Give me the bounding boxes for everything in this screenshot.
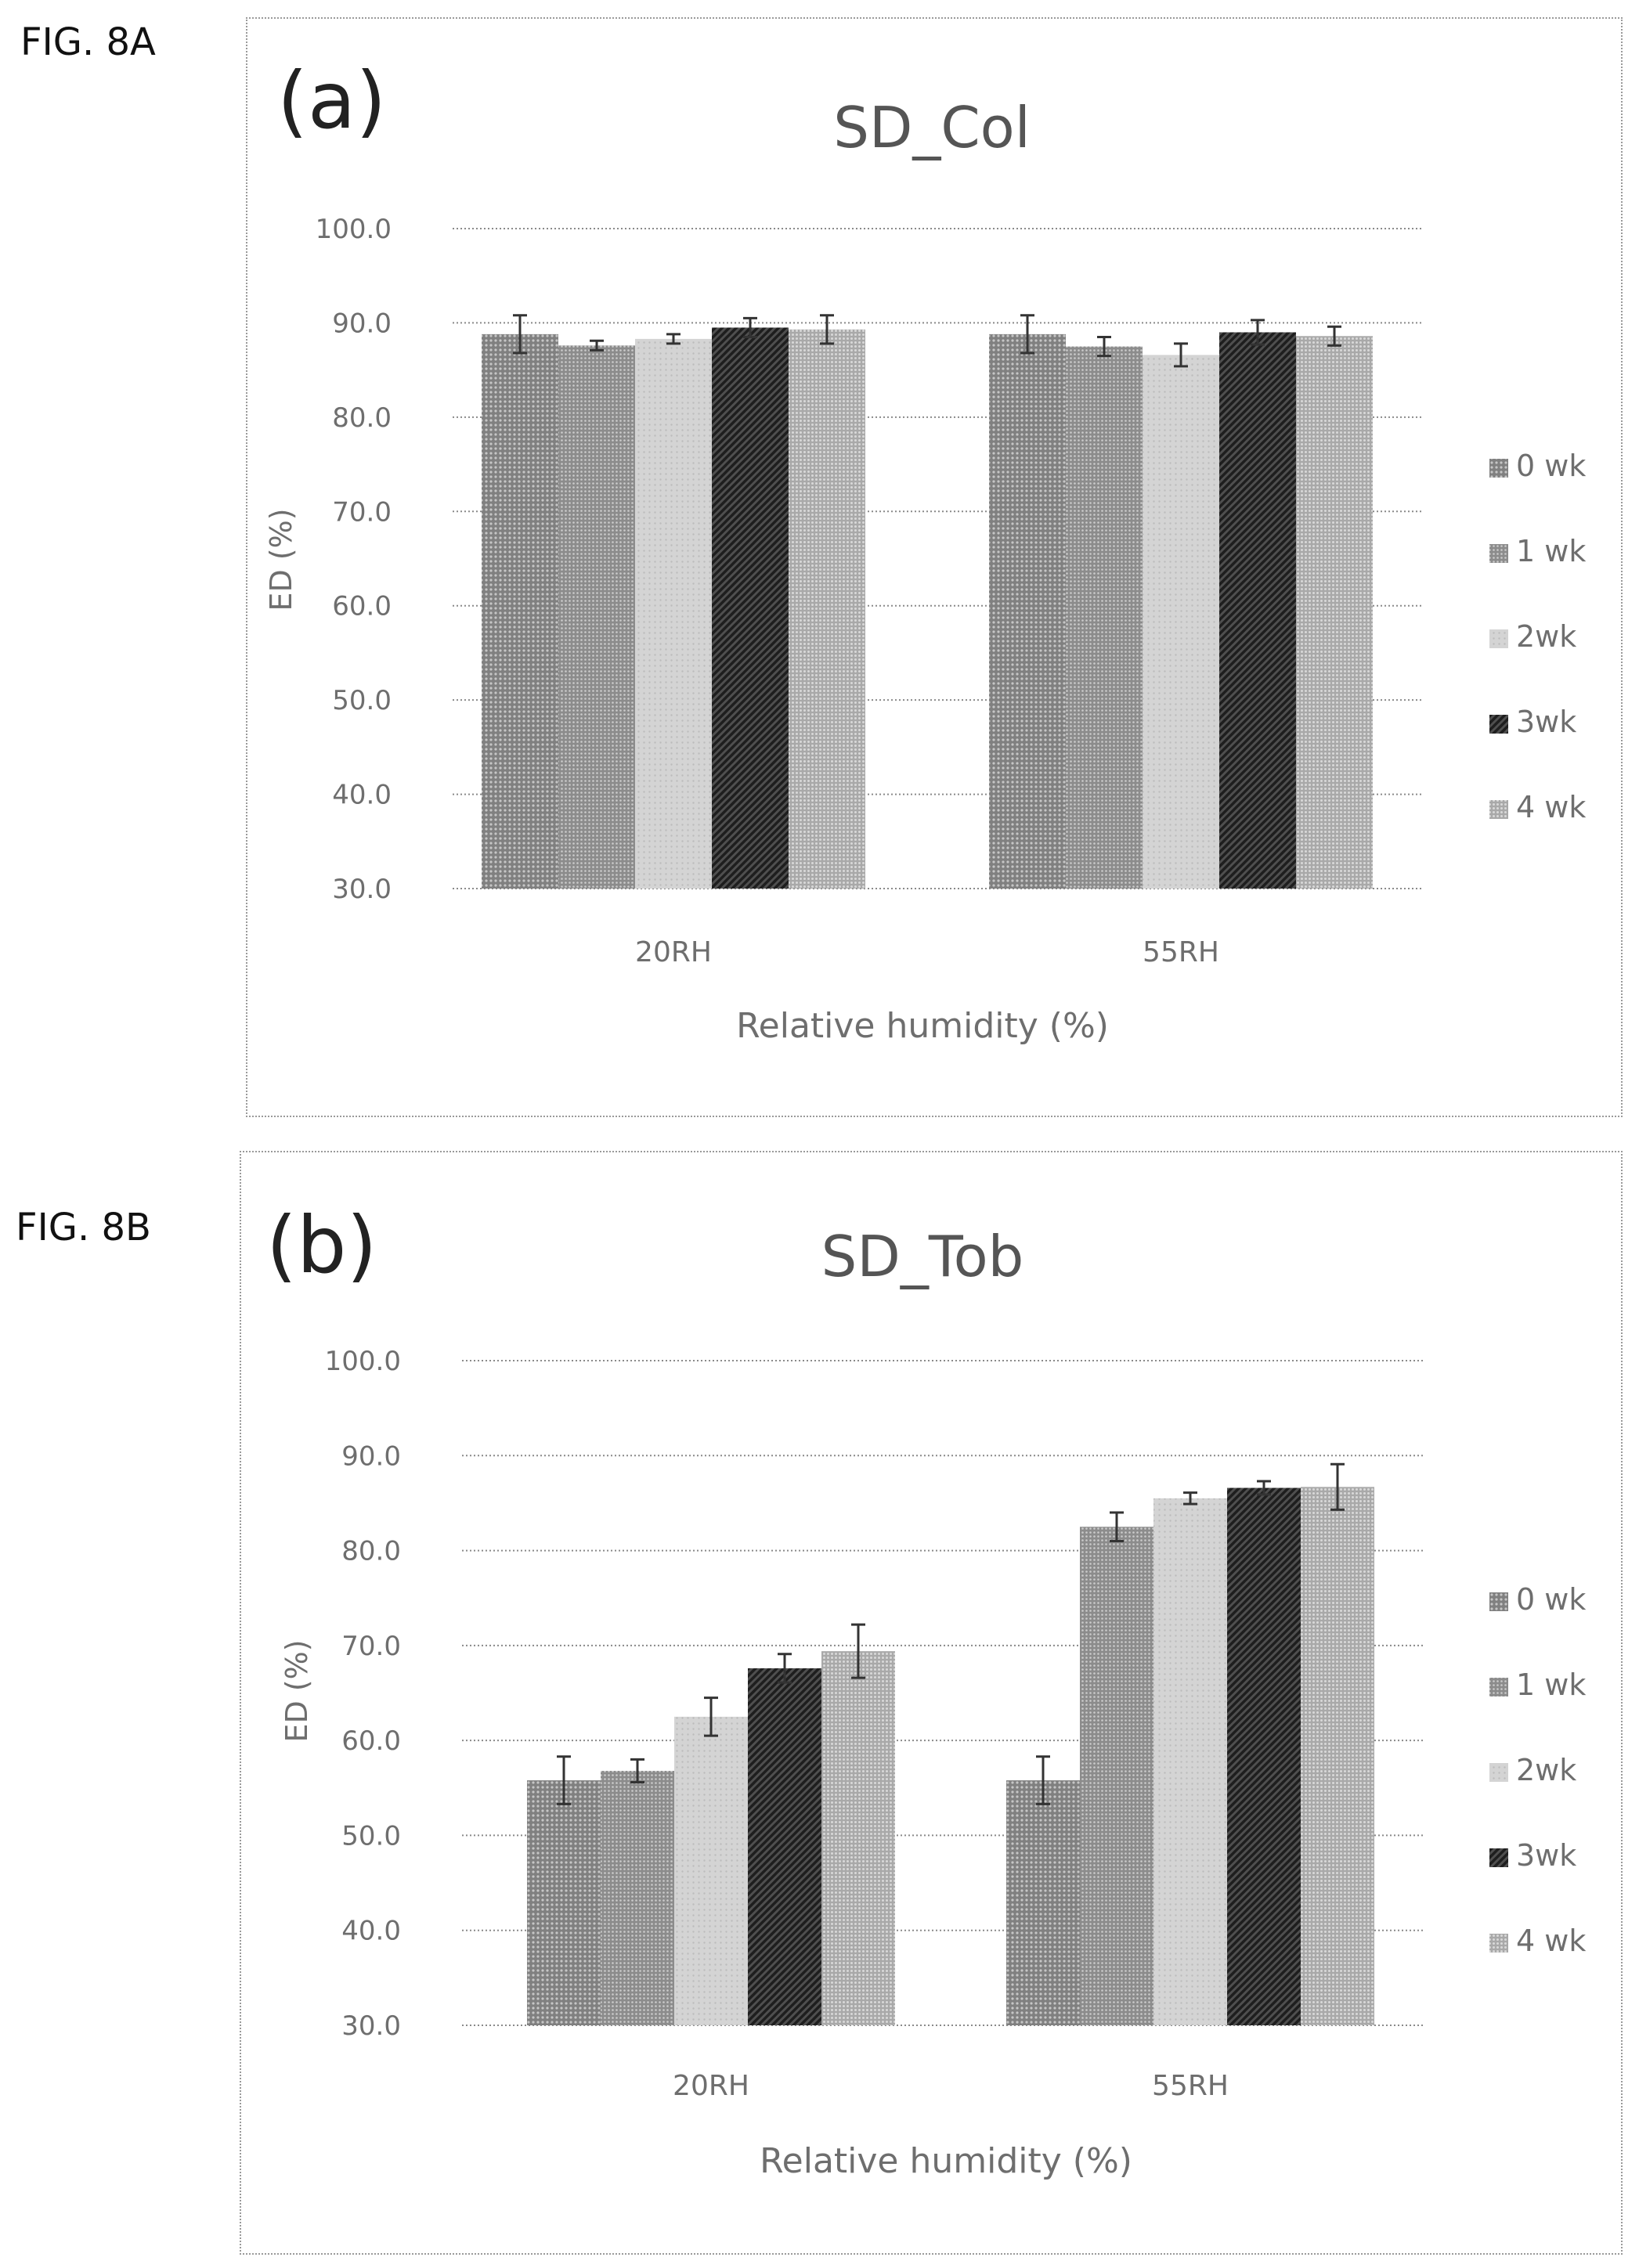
y-tick-label: 70.0 [341,1631,401,1662]
legend-swatch [1489,1934,1508,1952]
bar [989,334,1066,889]
y-tick-label: 90.0 [332,308,392,339]
x-category-label: 55RH [1152,2070,1229,2102]
x-category-label: 20RH [673,2070,749,2102]
bar [821,1651,895,2025]
y-tick-label: 40.0 [332,780,392,811]
bar [1066,346,1143,889]
legend-label: 1 wk [1516,1668,1586,1702]
legend-swatch [1489,1763,1508,1782]
y-tick-label: 100.0 [316,214,392,245]
bar [482,334,558,889]
legend-swatch [1489,1592,1508,1611]
chart-panel-b: (b) [240,1151,1623,2255]
legend-swatch [1489,629,1508,648]
panel-letter-b: (b) [266,1199,377,1291]
figure-label-8b: FIG. 8B [16,1206,151,1249]
y-tick-label: 60.0 [332,591,392,622]
bar [1006,1780,1080,2025]
x-category-label: 55RH [1143,936,1219,968]
figure-label-8a: FIG. 8A [20,20,156,64]
y-axis-label: ED (%) [280,1639,314,1742]
bar [789,329,865,889]
legend-swatch [1489,715,1508,734]
legend-swatch [1489,459,1508,478]
bar [1219,332,1296,889]
bar [1296,336,1373,889]
bar [674,1716,748,2025]
bar [601,1770,674,2025]
y-tick-label: 30.0 [332,874,392,905]
y-tick-label: 60.0 [341,1725,401,1757]
y-axis-label: ED (%) [264,508,298,611]
legend-label: 3wk [1516,1838,1576,1873]
y-tick-label: 30.0 [341,2010,401,2042]
y-tick-label: 50.0 [332,685,392,716]
legend-swatch [1489,544,1508,563]
bar [712,327,789,889]
y-tick-label: 40.0 [341,1916,401,1947]
y-tick-label: 70.0 [332,496,392,528]
legend-label: 2wk [1516,619,1576,654]
y-tick-label: 100.0 [325,1346,401,1377]
legend-label: 0 wk [1516,449,1586,483]
legend-swatch [1489,800,1508,819]
legend-swatch [1489,1678,1508,1696]
chart-panel-a: (a) [246,17,1623,1117]
bar [635,338,712,889]
y-tick-label: 90.0 [341,1440,401,1472]
bar [1301,1487,1374,2025]
legend-label: 2wk [1516,1753,1576,1787]
legend-label: 0 wk [1516,1582,1586,1617]
legend-label: 4 wk [1516,790,1586,824]
legend-label: 3wk [1516,705,1576,739]
chart-sd-col: SD_Col 30.0 40.0 50.0 60.0 70.0 80.0 90.0 100.0 2… [264,95,1586,1046]
legend-label: 1 wk [1516,534,1586,568]
bar [558,345,635,889]
panel-letter-a: (a) [277,55,387,146]
legend-label: 4 wk [1516,1924,1586,1958]
chart-title: SD_Col [833,95,1030,160]
x-axis-label: Relative humidity (%) [760,2141,1132,2181]
bar [1080,1527,1153,2025]
bar [527,1780,601,2025]
y-tick-label: 50.0 [341,1820,401,1852]
bar [1143,355,1219,889]
chart-title: SD_Tob [821,1224,1024,1289]
y-tick-label: 80.0 [332,402,392,434]
bar [1153,1498,1227,2025]
bar [1227,1487,1301,2025]
x-category-label: 20RH [635,936,712,968]
x-axis-label: Relative humidity (%) [736,1006,1109,1046]
y-tick-label: 80.0 [341,1536,401,1567]
bar [748,1668,821,2025]
legend-swatch [1489,1848,1508,1867]
